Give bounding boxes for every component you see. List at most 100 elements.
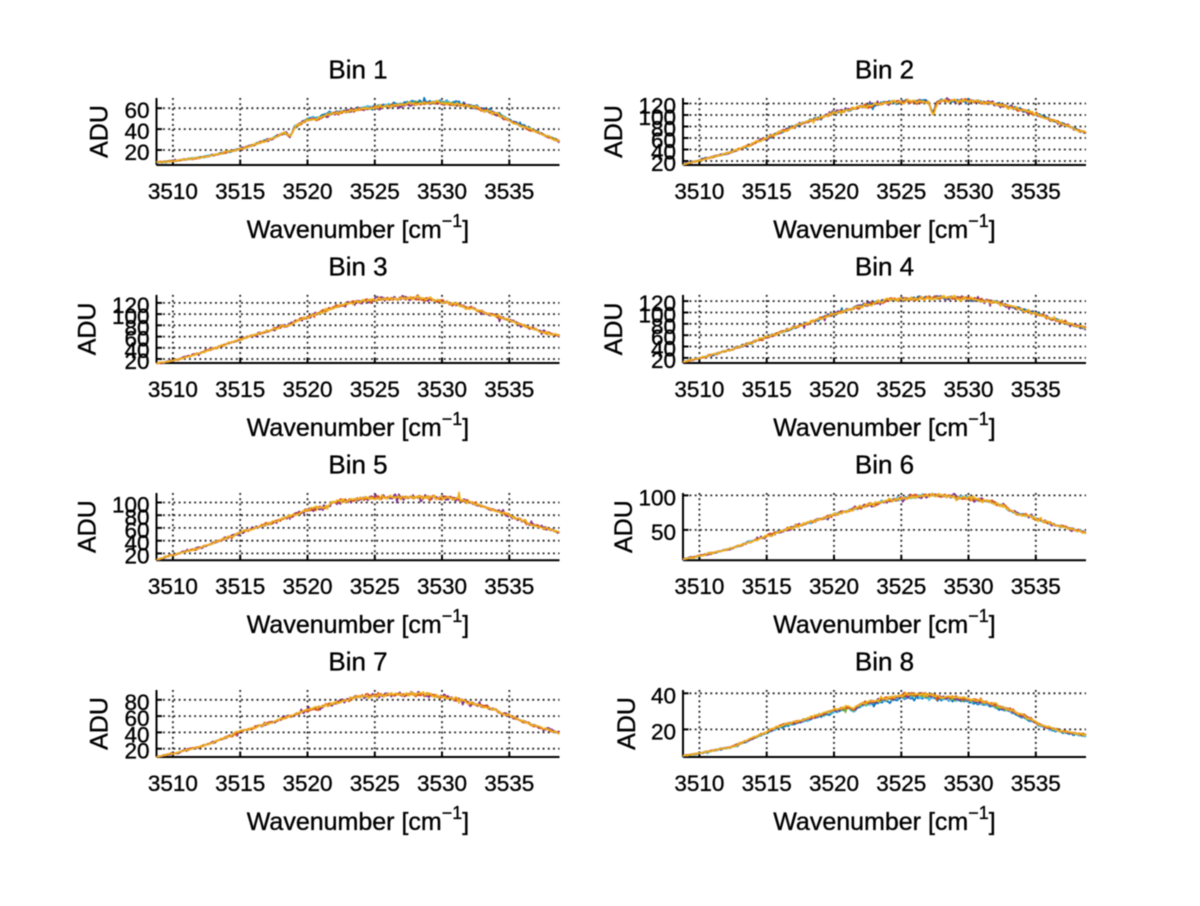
svg-text:3520: 3520 <box>282 574 332 599</box>
svg-text:80: 80 <box>124 505 149 530</box>
svg-text:40: 40 <box>124 338 149 363</box>
svg-text:ADU: ADU <box>86 105 114 158</box>
svg-text:60: 60 <box>651 325 676 350</box>
svg-text:3525: 3525 <box>876 179 926 204</box>
svg-text:Bin 6: Bin 6 <box>855 450 914 480</box>
svg-text:60: 60 <box>124 98 149 123</box>
svg-text:120: 120 <box>112 293 150 318</box>
svg-text:Bin 7: Bin 7 <box>328 647 387 677</box>
svg-text:20: 20 <box>651 151 676 176</box>
svg-text:80: 80 <box>651 314 676 339</box>
svg-text:ADU: ADU <box>600 303 628 356</box>
svg-text:3520: 3520 <box>809 179 859 204</box>
svg-text:3535: 3535 <box>1011 574 1061 599</box>
svg-text:3525: 3525 <box>350 771 400 796</box>
svg-text:50: 50 <box>651 520 676 545</box>
svg-text:3520: 3520 <box>282 179 332 204</box>
svg-text:3510: 3510 <box>674 771 724 796</box>
svg-text:100: 100 <box>638 303 676 328</box>
svg-text:3525: 3525 <box>876 771 926 796</box>
svg-text:100: 100 <box>112 304 150 329</box>
svg-text:40: 40 <box>124 722 149 747</box>
svg-text:3530: 3530 <box>943 771 993 796</box>
svg-text:3530: 3530 <box>943 574 993 599</box>
svg-text:3530: 3530 <box>417 377 467 402</box>
svg-text:3525: 3525 <box>876 574 926 599</box>
svg-text:3510: 3510 <box>148 771 198 796</box>
svg-text:3535: 3535 <box>484 771 534 796</box>
svg-text:Wavenumber [cm−1]: Wavenumber [cm−1] <box>773 803 995 836</box>
svg-text:40: 40 <box>651 140 676 165</box>
svg-text:Bin 8: Bin 8 <box>855 647 914 677</box>
svg-text:80: 80 <box>651 117 676 142</box>
svg-text:120: 120 <box>638 291 676 316</box>
svg-text:100: 100 <box>638 485 676 510</box>
svg-text:3535: 3535 <box>1011 771 1061 796</box>
svg-text:3535: 3535 <box>1011 179 1061 204</box>
svg-text:3525: 3525 <box>350 574 400 599</box>
svg-text:ADU: ADU <box>613 697 641 750</box>
svg-text:Wavenumber [cm−1]: Wavenumber [cm−1] <box>247 409 469 442</box>
svg-text:Wavenumber [cm−1]: Wavenumber [cm−1] <box>773 409 995 442</box>
svg-text:Wavenumber [cm−1]: Wavenumber [cm−1] <box>773 606 995 639</box>
svg-text:3515: 3515 <box>215 574 265 599</box>
svg-text:Wavenumber [cm−1]: Wavenumber [cm−1] <box>247 606 469 639</box>
svg-text:3510: 3510 <box>148 179 198 204</box>
svg-text:80: 80 <box>124 315 149 340</box>
svg-text:100: 100 <box>112 493 150 518</box>
svg-text:3515: 3515 <box>742 574 792 599</box>
svg-text:20: 20 <box>651 719 676 744</box>
svg-text:3510: 3510 <box>674 179 724 204</box>
svg-text:3510: 3510 <box>148 574 198 599</box>
svg-text:ADU: ADU <box>74 500 102 553</box>
svg-text:3515: 3515 <box>215 377 265 402</box>
svg-text:Wavenumber [cm−1]: Wavenumber [cm−1] <box>247 803 469 836</box>
svg-text:3520: 3520 <box>809 377 859 402</box>
svg-text:3520: 3520 <box>282 771 332 796</box>
svg-text:80: 80 <box>124 690 149 715</box>
svg-text:20: 20 <box>124 543 149 568</box>
svg-text:3535: 3535 <box>484 179 534 204</box>
svg-text:3515: 3515 <box>215 771 265 796</box>
svg-text:3520: 3520 <box>809 771 859 796</box>
svg-text:3515: 3515 <box>742 771 792 796</box>
svg-text:120: 120 <box>638 94 676 119</box>
svg-text:3530: 3530 <box>943 377 993 402</box>
svg-text:60: 60 <box>124 327 149 352</box>
svg-text:ADU: ADU <box>86 697 114 750</box>
svg-text:3535: 3535 <box>484 377 534 402</box>
svg-text:3510: 3510 <box>148 377 198 402</box>
svg-text:Bin 5: Bin 5 <box>328 450 387 480</box>
svg-text:Bin 2: Bin 2 <box>855 55 914 85</box>
svg-text:20: 20 <box>651 348 676 373</box>
svg-text:Wavenumber [cm−1]: Wavenumber [cm−1] <box>247 211 469 244</box>
svg-text:Wavenumber [cm−1]: Wavenumber [cm−1] <box>773 211 995 244</box>
svg-text:Bin 3: Bin 3 <box>328 251 387 281</box>
svg-text:3525: 3525 <box>350 377 400 402</box>
svg-text:40: 40 <box>651 337 676 362</box>
svg-text:3515: 3515 <box>742 377 792 402</box>
svg-text:20: 20 <box>124 349 149 374</box>
svg-text:ADU: ADU <box>74 303 102 356</box>
svg-text:40: 40 <box>651 683 676 708</box>
svg-text:Bin 1: Bin 1 <box>328 55 387 85</box>
svg-text:3520: 3520 <box>282 377 332 402</box>
svg-text:3525: 3525 <box>350 179 400 204</box>
svg-text:ADU: ADU <box>600 105 628 158</box>
svg-text:3530: 3530 <box>417 179 467 204</box>
svg-text:3530: 3530 <box>943 179 993 204</box>
svg-text:3530: 3530 <box>417 771 467 796</box>
svg-text:Bin 4: Bin 4 <box>855 251 914 281</box>
svg-text:3515: 3515 <box>215 179 265 204</box>
svg-text:60: 60 <box>651 128 676 153</box>
svg-text:3515: 3515 <box>742 179 792 204</box>
svg-text:60: 60 <box>124 518 149 543</box>
svg-text:3510: 3510 <box>674 377 724 402</box>
svg-text:20: 20 <box>124 739 149 764</box>
svg-text:3510: 3510 <box>674 574 724 599</box>
svg-text:40: 40 <box>124 119 149 144</box>
svg-text:60: 60 <box>124 706 149 731</box>
svg-text:3535: 3535 <box>484 574 534 599</box>
svg-text:ADU: ADU <box>610 500 638 553</box>
svg-text:3530: 3530 <box>417 574 467 599</box>
